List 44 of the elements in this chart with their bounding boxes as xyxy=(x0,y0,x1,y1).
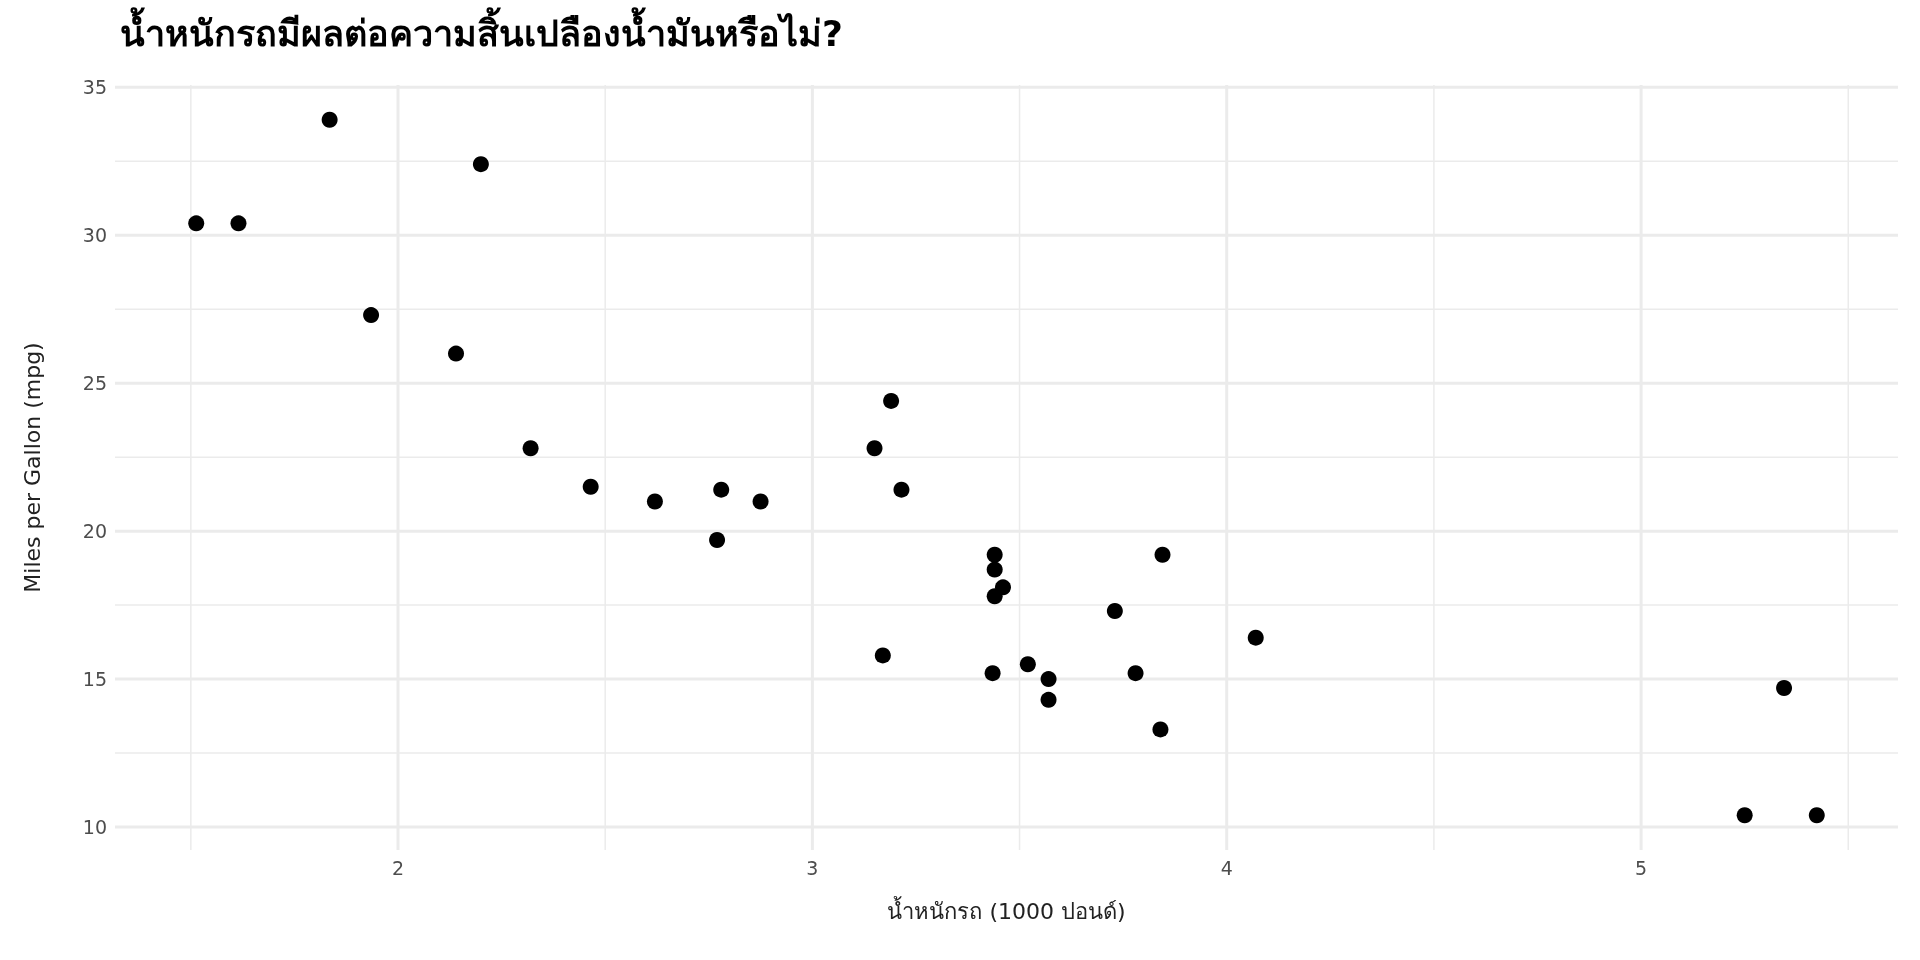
point xyxy=(866,440,883,457)
point xyxy=(986,588,1003,605)
point xyxy=(1106,603,1123,620)
point xyxy=(1127,665,1144,682)
y-tick-label: 15 xyxy=(82,668,107,691)
point xyxy=(1247,629,1264,646)
point xyxy=(883,392,900,409)
x-tick-label: 3 xyxy=(806,856,819,879)
point xyxy=(874,647,891,664)
x-tick-label: 5 xyxy=(1635,856,1648,879)
point xyxy=(1154,546,1171,563)
point xyxy=(1019,656,1036,673)
point xyxy=(984,665,1001,682)
point xyxy=(986,546,1003,563)
point xyxy=(1808,807,1825,824)
point xyxy=(646,493,663,510)
point xyxy=(582,478,599,495)
point xyxy=(188,215,205,232)
point xyxy=(321,111,338,128)
point xyxy=(448,345,465,362)
point xyxy=(1736,807,1753,824)
y-tick-label: 30 xyxy=(82,224,107,247)
x-tick-label: 2 xyxy=(391,856,405,879)
point xyxy=(893,481,910,498)
point xyxy=(230,215,247,232)
point xyxy=(363,307,380,324)
y-tick-label: 25 xyxy=(82,372,107,395)
x-tick-label: 4 xyxy=(1220,856,1233,879)
point xyxy=(472,156,489,173)
chart-title: น้ำหนักรถมีผลต่อความสิ้นเปลืองน้ำมันหรือไม่? xyxy=(120,6,843,54)
y-tick-label: 20 xyxy=(82,520,107,543)
point xyxy=(1040,671,1057,688)
x-axis-title: น้ำหนักรถ (1000 ปอนด์) xyxy=(887,895,1126,924)
point xyxy=(522,440,539,457)
point xyxy=(713,481,730,498)
y-tick-label: 10 xyxy=(82,816,107,839)
point xyxy=(1152,721,1169,738)
y-axis-title: Miles per Gallon (mpg) xyxy=(19,342,45,593)
point xyxy=(986,561,1003,578)
point xyxy=(1040,691,1057,708)
point xyxy=(752,493,769,510)
y-tick-label: 35 xyxy=(82,76,107,99)
point xyxy=(709,532,726,548)
point xyxy=(1776,679,1793,696)
